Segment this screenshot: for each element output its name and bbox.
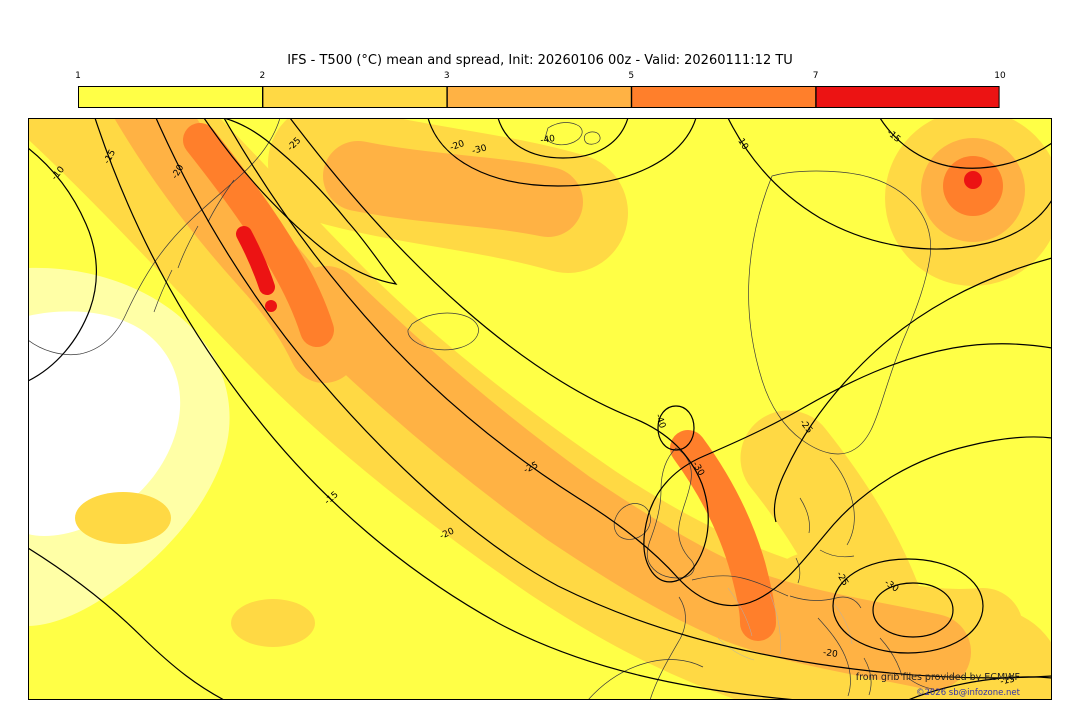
colorbar-segment	[262, 86, 448, 108]
spread-blob-2-3	[75, 492, 171, 544]
colorbar-segment	[78, 86, 263, 108]
weather-map-svg: -15 -20 -10 -25 -20 -30 -40 -10 -15 -40 …	[8, 13, 1063, 718]
contour-minus-20	[155, 117, 1053, 679]
spread-band-3-5	[323, 141, 583, 237]
spread-blob-2-3	[231, 599, 315, 647]
coast-iceland	[407, 312, 479, 351]
colorbar-ticks: 1 2 3 5 7 10	[75, 70, 1006, 84]
spread-band-3-5	[288, 266, 971, 690]
coast-adriatic-greece	[879, 637, 935, 690]
contour-southwest	[27, 547, 225, 701]
contour-label: -30	[471, 143, 488, 157]
temperature-contours	[27, 117, 1053, 701]
coastlines	[27, 117, 935, 701]
contour-label: -20	[449, 139, 466, 154]
credits-copyright: ©2026 sb@infozone.net	[916, 688, 1021, 698]
contour-minus-40-closed	[657, 405, 695, 451]
colorbar-tick: 2	[259, 71, 266, 81]
colorbar-segment	[446, 86, 632, 108]
spread-below-min-region	[28, 311, 181, 536]
contour-label: -15	[999, 675, 1015, 688]
contour-minus-15-corner	[907, 676, 1053, 701]
contour-minus-10	[27, 147, 97, 382]
coast-baltic	[795, 457, 855, 584]
contour-minus-30	[289, 117, 1053, 583]
contour-minus-25-closed	[832, 558, 984, 654]
contour-minus-15	[94, 117, 797, 701]
spread-band-5-7-group	[183, 123, 776, 641]
coast-iberia-biscay	[587, 659, 704, 701]
colorbar-tick: 1	[75, 71, 81, 81]
colorbar-tick: 7	[812, 71, 819, 81]
colorbar-tick: 3	[443, 71, 450, 81]
contour-minus-10-ridge	[727, 117, 1053, 250]
border-lines	[717, 587, 853, 661]
chart-title: IFS - T500 (°C) mean and spread, Init: 2…	[287, 53, 793, 68]
contour-trough-hairpin	[203, 117, 398, 285]
colorbar-tick: 5	[628, 71, 635, 81]
map-border	[28, 118, 1052, 700]
contour-minus-25-spur	[773, 257, 1053, 523]
contour-minus-25	[223, 117, 1053, 607]
contour-label: -40	[540, 134, 556, 146]
coast-north-europe	[789, 595, 862, 609]
coast-scandinavia	[748, 170, 932, 455]
spread-max-7-10	[236, 226, 275, 295]
contour-minus-15-ridge	[879, 117, 1053, 169]
contour-minus-30-closed	[872, 582, 954, 638]
contour-minus-30-arc	[427, 117, 697, 187]
coast-greenland-fjords	[153, 179, 235, 313]
coast-italy	[817, 617, 872, 697]
colorbar-segment	[631, 86, 817, 108]
credits-ecmwf: from grib files provided by ECMWF	[856, 672, 1020, 683]
colorbar-bar	[78, 86, 1000, 108]
contour-label: -20	[822, 648, 838, 660]
spread-band-5-7	[670, 430, 776, 641]
spread-band-5-7	[183, 123, 334, 347]
coast-france-channel	[649, 575, 789, 701]
coast-svalbard	[544, 122, 601, 146]
spread-max-7-10	[964, 171, 982, 189]
coast-great-britain	[646, 447, 695, 579]
contour-minus-40-arc	[497, 117, 629, 159]
contour-label: -40	[653, 413, 668, 430]
spread-max-7-10	[265, 300, 277, 312]
map-area: -15 -20 -10 -25 -20 -30 -40 -10 -15 -40 …	[8, 13, 1063, 718]
colorbar-tick: 10	[994, 71, 1006, 81]
country-borders	[717, 587, 853, 661]
spread-colorbar: 1 2 3 5 7 10	[75, 70, 1006, 112]
colorbar-segment	[815, 86, 1000, 108]
